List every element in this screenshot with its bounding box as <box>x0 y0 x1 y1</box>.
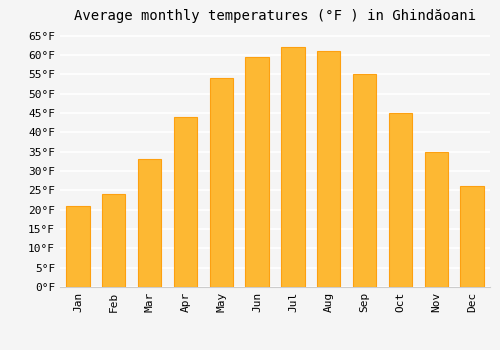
Bar <box>138 160 161 287</box>
Bar <box>174 117 197 287</box>
Bar <box>389 113 412 287</box>
Title: Average monthly temperatures (°F ) in Ghindăoani: Average monthly temperatures (°F ) in Gh… <box>74 9 476 23</box>
Bar <box>246 57 268 287</box>
Bar <box>353 75 376 287</box>
Bar <box>102 194 126 287</box>
Bar <box>282 47 304 287</box>
Bar <box>424 152 448 287</box>
Bar <box>210 78 233 287</box>
Bar <box>460 187 483 287</box>
Bar <box>317 51 340 287</box>
Bar <box>66 206 90 287</box>
